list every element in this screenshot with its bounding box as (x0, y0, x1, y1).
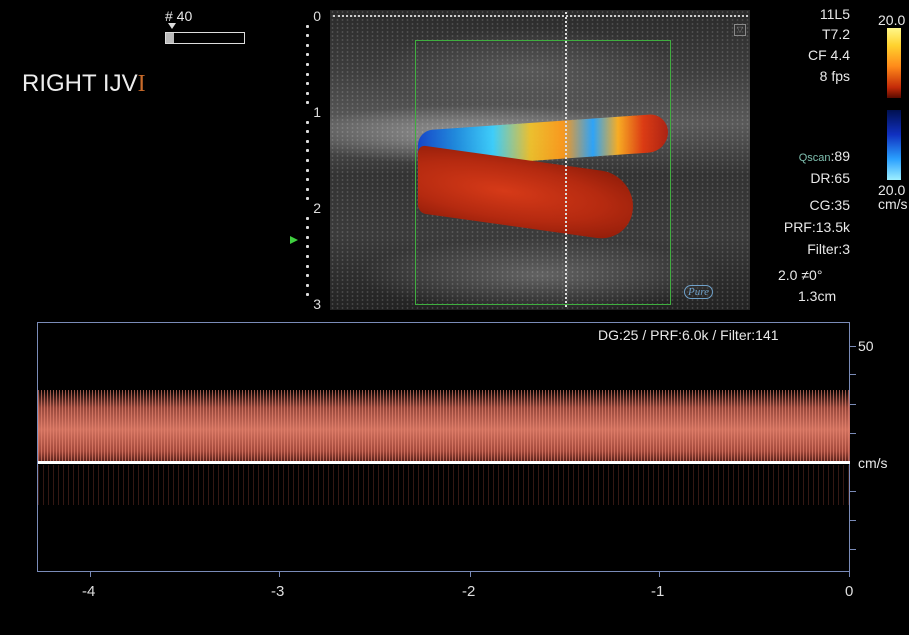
time-label: -4 (82, 583, 96, 600)
depth-ruler-dot (306, 43, 309, 47)
focus-icon: ▽ (734, 24, 746, 36)
depth-ruler-dot (306, 255, 309, 258)
velocity-scale-unit: cm/s (858, 455, 888, 471)
depth-tick-0: 0 (313, 8, 321, 24)
depth-ruler-dot (306, 187, 309, 191)
depth-ruler-dot (306, 34, 309, 38)
top-dotted-line (333, 15, 748, 17)
depth-ruler-dot (306, 91, 309, 95)
angle-readout: 2.0 ≠0° (778, 267, 823, 283)
depth-ruler-dot (306, 168, 309, 172)
depth-ruler-dot (306, 63, 309, 66)
depth-ruler-dot (306, 245, 309, 249)
depth-ruler-dot (306, 24, 309, 28)
gate-size: 1.3cm (798, 288, 837, 304)
doppler-spectrum-waveform (38, 390, 850, 462)
qscan-label: Qscan (798, 152, 831, 164)
doppler-baseline[interactable] (38, 461, 850, 464)
time-tick (849, 572, 850, 577)
qscan-readout: Qscan:89 (760, 148, 850, 166)
time-tick (90, 572, 91, 577)
depth-ruler-dot (306, 130, 309, 134)
colorbar-top-value: 20.0 (878, 12, 906, 28)
colorbar-positive (887, 28, 901, 98)
frame-number: # 40 (165, 8, 193, 24)
anatomy-text: RIGHT IJV (22, 70, 138, 97)
dynamic-range: DR:65 (810, 170, 850, 186)
depth-ruler-dot (306, 197, 309, 201)
depth-ruler-dot (306, 274, 309, 278)
doppler-spectrum-noise (38, 465, 850, 505)
cine-marker-icon (168, 23, 176, 29)
velocity-tick (850, 520, 856, 521)
doppler-settings: DG:25 / PRF:6.0k / Filter:141 (598, 327, 779, 343)
time-tick (470, 572, 471, 577)
velocity-tick (850, 374, 856, 375)
velocity-tick (850, 433, 856, 434)
color-roi-box[interactable] (415, 40, 671, 305)
tissue-setting: T7.2 (821, 26, 850, 42)
depth-ruler: 0 1 2 3 (301, 8, 321, 312)
depth-ruler-dot (306, 149, 309, 153)
velocity-tick (850, 491, 856, 492)
depth-ruler-dot (306, 216, 309, 220)
frame-rate: 8 fps (819, 68, 850, 84)
cine-progress-bar[interactable] (165, 32, 245, 44)
time-label: 0 (845, 583, 854, 600)
color-prf: PRF:13.5k (783, 219, 850, 235)
probe-model: 11L5 (819, 6, 850, 22)
color-frequency: CF 4.4 (807, 47, 850, 63)
depth-ruler-dot (306, 235, 309, 239)
depth-ruler-dot (306, 72, 309, 76)
colorbar-bottom-value: 20.0 (878, 182, 906, 198)
depth-ruler-dot (306, 159, 309, 162)
depth-ruler-dot (306, 53, 309, 57)
velocity-tick (850, 404, 856, 405)
time-tick (659, 572, 660, 577)
velocity-scale-top: 50 (858, 338, 874, 354)
pure-logo: Pure (684, 285, 713, 299)
depth-tick-3: 3 (313, 296, 321, 312)
depth-ruler-dot (306, 283, 309, 287)
colorbar-unit: cm/s (878, 196, 908, 212)
cine-progress-fill (166, 33, 174, 43)
orientation-marker: I (137, 71, 146, 97)
time-label: -1 (651, 583, 665, 600)
depth-ruler-dot (306, 293, 309, 297)
depth-tick-1: 1 (313, 104, 321, 120)
velocity-tick (850, 346, 856, 347)
depth-ruler-dot (306, 139, 309, 143)
doppler-cursor-line[interactable] (565, 12, 567, 307)
velocity-tick (850, 549, 856, 550)
depth-ruler-dot (306, 226, 309, 230)
time-label: -3 (271, 583, 285, 600)
anatomy-label: RIGHT IJVI (22, 70, 146, 98)
depth-ruler-dot (306, 82, 309, 86)
time-label: -2 (462, 583, 476, 600)
time-tick (279, 572, 280, 577)
depth-ruler-dot (306, 120, 309, 124)
color-gain: CG:35 (809, 197, 850, 213)
depth-ruler-dot (306, 264, 309, 268)
depth-ruler-dot (306, 178, 309, 182)
depth-ruler-dot (306, 101, 309, 105)
qscan-value: :89 (830, 148, 850, 164)
pure-logo-text: Pure (684, 285, 713, 299)
focus-marker-icon (290, 236, 298, 244)
color-filter: Filter:3 (807, 241, 850, 257)
depth-tick-2: 2 (313, 200, 321, 216)
colorbar-negative (887, 110, 901, 180)
